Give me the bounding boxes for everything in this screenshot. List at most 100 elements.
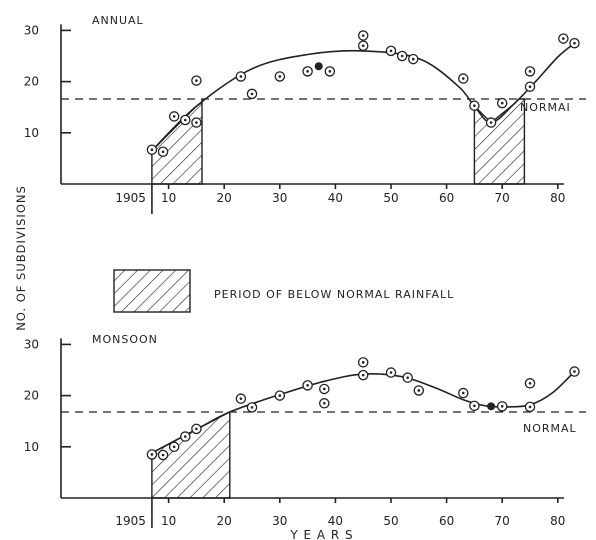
data-point (246, 402, 258, 413)
data-point-center (528, 70, 532, 73)
x-tick-label: 50 (383, 191, 398, 205)
data-point-center (322, 387, 326, 391)
data-point (168, 111, 180, 122)
data-point (157, 146, 169, 157)
data-point (496, 401, 508, 412)
data-point-center (489, 121, 493, 124)
data-point (357, 30, 369, 41)
x-tick-label: 30 (272, 514, 287, 528)
panel-title: MONSOON (92, 333, 158, 346)
annual-panel: ANNUAL 1905 10 20 30 40 50 60 70 80 10 20 30 NORMAI (24, 14, 586, 214)
data-point (485, 117, 497, 128)
data-point (524, 81, 536, 92)
data-point-filled (487, 402, 496, 411)
data-point-center (389, 49, 393, 53)
x-axis-label: Y E A R S (289, 528, 353, 540)
data-point-center (406, 376, 409, 379)
y-tick-label: 30 (24, 337, 39, 351)
data-point (191, 117, 202, 128)
data-point (146, 449, 158, 460)
data-point (357, 369, 369, 381)
panel-title: ANNUAL (92, 14, 144, 27)
data-point (168, 441, 180, 453)
data-point-center (500, 101, 504, 105)
data-point-center (417, 389, 421, 392)
x-tick-label: 60 (439, 514, 454, 528)
below-normal-region (473, 98, 526, 185)
data-point-center (361, 373, 365, 377)
data-point (469, 400, 480, 412)
data-point (180, 114, 191, 126)
data-point-center (473, 104, 476, 107)
data-point-center (528, 85, 532, 89)
data-point (235, 393, 247, 404)
normal-label: NORMAL (523, 422, 577, 435)
y-tick-label: 10 (24, 126, 39, 140)
data-point (458, 73, 469, 84)
data-point (569, 366, 580, 377)
data-point (191, 75, 202, 86)
x-tick-label: 50 (383, 514, 398, 528)
data-point (413, 385, 425, 396)
data-point (385, 45, 397, 57)
data-point (235, 71, 247, 82)
y-tick-label: 10 (24, 440, 39, 454)
x-tick-label: 10 (161, 514, 176, 528)
data-point-center (161, 150, 165, 154)
x-start-label: 1905 (115, 514, 146, 528)
legend-swatch (113, 269, 191, 313)
data-point-center (400, 54, 404, 58)
data-point-center (239, 75, 243, 78)
legend: PERIOD OF BELOW NORMAL RAINFALL (113, 269, 454, 313)
trend-curve (151, 42, 576, 152)
data-point (274, 390, 286, 401)
x-tick-label: 30 (272, 191, 287, 205)
data-point-center (250, 92, 254, 96)
data-point (524, 66, 536, 77)
data-point-center (195, 79, 198, 82)
data-point (469, 100, 480, 111)
data-point-center (161, 453, 165, 457)
monsoon-panel: MONSOON 1905 10 20 30 40 50 60 70 80 10 20 30 NORMAL (24, 333, 586, 528)
data-point (385, 367, 397, 378)
data-point (191, 423, 202, 435)
data-point (496, 97, 508, 109)
y-tick-label: 20 (24, 75, 39, 89)
data-point-center (250, 406, 254, 409)
data-point (274, 71, 286, 82)
x-start-label: 1905 (115, 191, 146, 205)
data-point-center (361, 34, 365, 37)
data-point (407, 53, 419, 65)
x-tick-label: 10 (161, 191, 176, 205)
data-point (319, 398, 330, 409)
data-point-filled (314, 62, 323, 71)
data-point-center (328, 70, 332, 73)
y-tick-label: 30 (24, 23, 39, 37)
data-point-center (239, 397, 243, 400)
data-point (157, 449, 169, 461)
data-point-center (361, 44, 365, 48)
data-point (302, 66, 313, 77)
data-point-center (411, 57, 415, 61)
data-point-center (306, 70, 309, 73)
data-point (302, 380, 313, 391)
data-point-center (195, 427, 198, 431)
x-tick-label: 40 (328, 514, 343, 528)
data-point-center (183, 118, 187, 122)
data-point (246, 88, 258, 100)
x-tick-label: 70 (495, 191, 510, 205)
data-point-center (461, 391, 465, 395)
data-point-center (361, 361, 365, 364)
data-point-center (500, 405, 504, 408)
data-point (558, 33, 569, 44)
data-point (402, 372, 413, 383)
legend-label: PERIOD OF BELOW NORMAL RAINFALL (214, 288, 454, 301)
x-tick-label: 60 (439, 191, 454, 205)
data-point-center (573, 41, 576, 45)
data-point (146, 144, 158, 155)
x-tick-label: 80 (550, 191, 565, 205)
data-point-center (172, 445, 176, 449)
data-point (357, 40, 369, 52)
y-axis-label: NO. OF SUBDIVISIONS (14, 185, 28, 331)
data-point (524, 378, 536, 389)
